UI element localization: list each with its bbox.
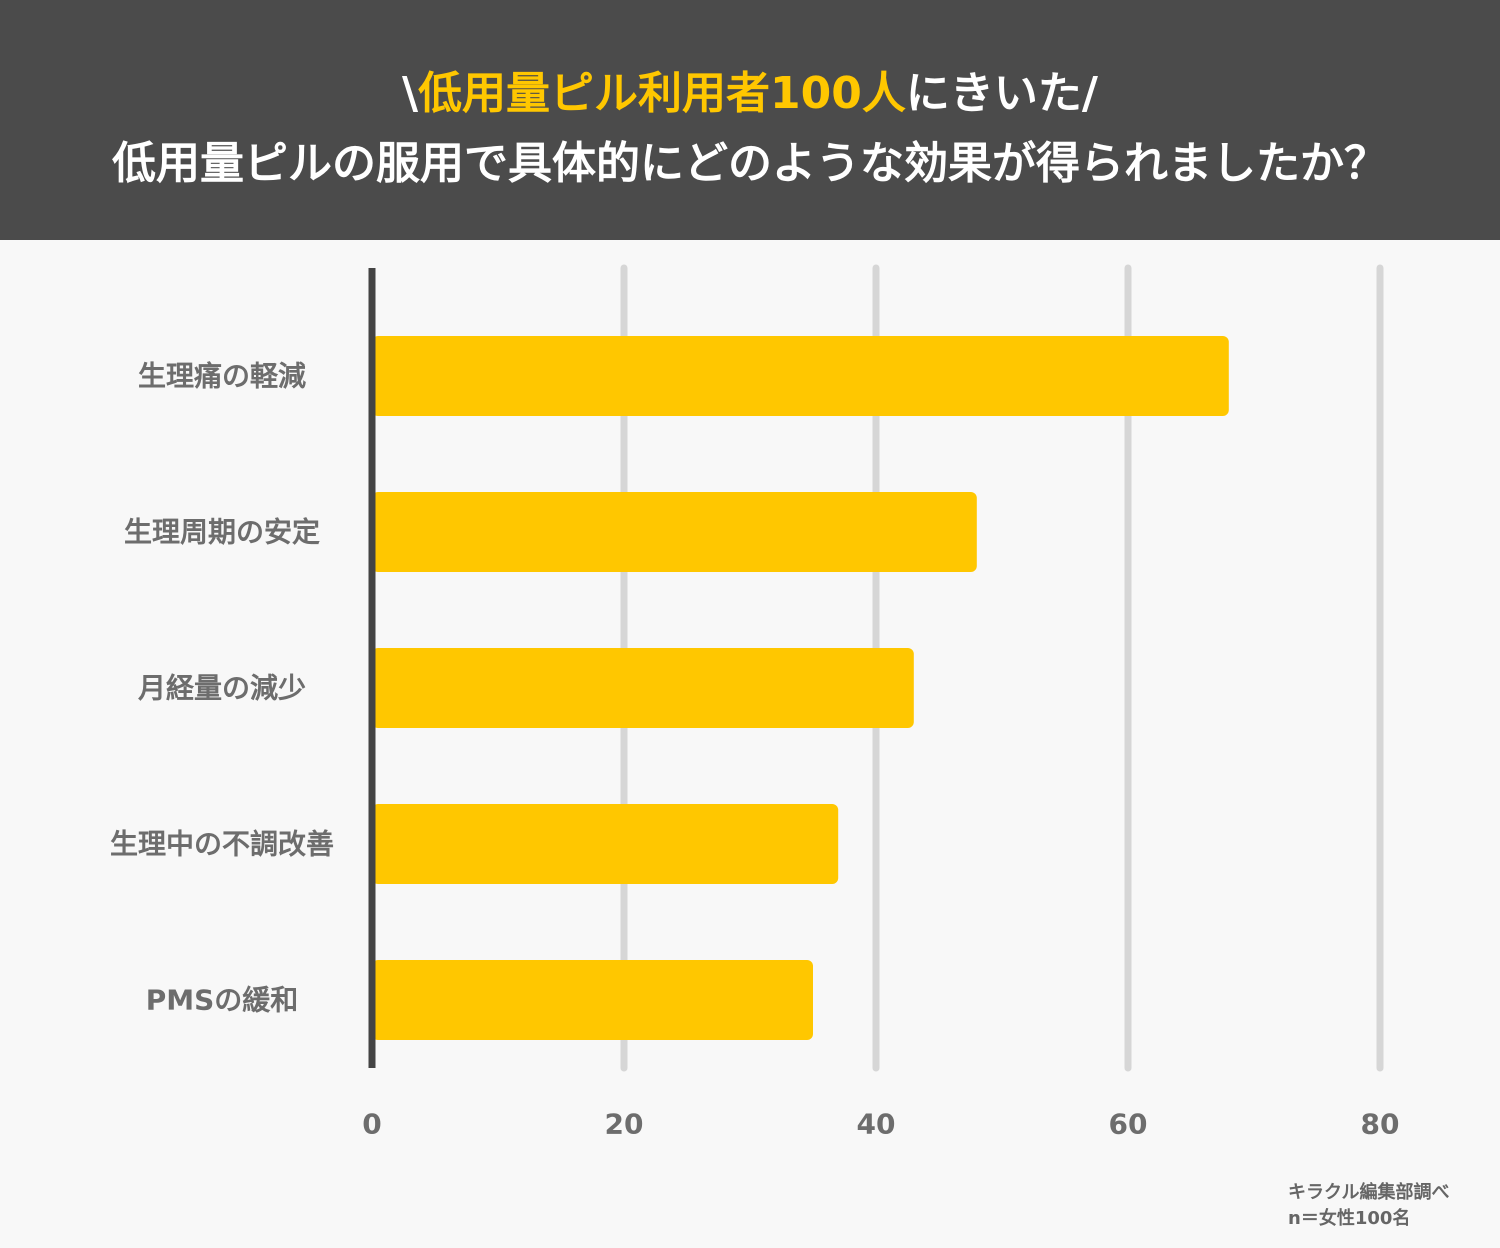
source-note: キラクル編集部調べ n＝女性100名 [1288,1180,1449,1232]
category-label-3: 生理中の不調改善 [110,828,334,861]
bar-4 [372,960,813,1040]
bar-2 [372,648,914,728]
tick-label-80: 80 [1361,1108,1400,1141]
tick-label-20: 20 [605,1108,644,1141]
tick-label-60: 60 [1109,1108,1148,1141]
category-label-1: 生理周期の安定 [124,516,320,549]
title-line-1: \低用量ピル利用者100人にきいた/ [0,66,1500,122]
title-highlight: 低用量ピル利用者100人 [418,68,906,119]
tick-label-0: 0 [362,1108,381,1141]
x-tick-labels: 0 20 40 60 80 [362,1108,1399,1141]
category-label-0: 生理痛の軽減 [138,360,306,393]
bar-1 [372,492,977,572]
category-label-2: 月経量の減少 [137,672,306,705]
bars [372,336,1229,1040]
title-line-2: 低用量ピルの服用で具体的にどのような効果が得られましたか？ [112,138,1388,189]
title-rest: にきいた/ [905,68,1098,119]
source-line-1: キラクル編集部調べ [1288,1182,1450,1203]
bar-0 [372,336,1229,416]
source-line-2: n＝女性100名 [1288,1208,1411,1229]
title-slash-open: \ [401,68,419,119]
bar-3 [372,804,839,884]
header-banner: \低用量ピル利用者100人にきいた/ 低用量ピルの服用で具体的にどのような効果が… [0,0,1500,240]
tick-label-40: 40 [857,1108,896,1141]
category-label-4: PMSの緩和 [146,984,299,1017]
